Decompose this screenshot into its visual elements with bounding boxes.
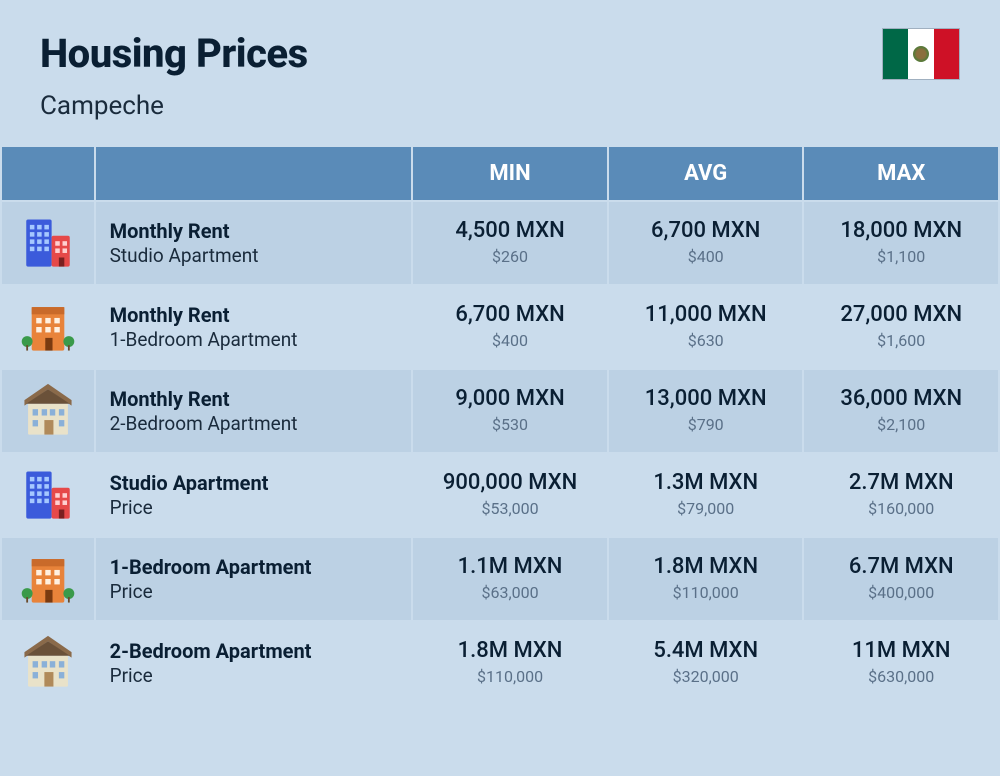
- row-label: 2-Bedroom ApartmentPrice: [96, 622, 412, 704]
- value-main: 13,000 MXN: [617, 386, 795, 412]
- value-sub: $2,100: [812, 415, 990, 436]
- value-main: 18,000 MXN: [812, 218, 990, 244]
- cell-min: 4,500 MXN $260: [413, 202, 607, 284]
- cell-avg: 6,700 MXN $400: [609, 202, 803, 284]
- row-label: Monthly Rent2-Bedroom Apartment: [96, 370, 412, 452]
- value-sub: $260: [421, 247, 599, 268]
- value-main: 27,000 MXN: [812, 302, 990, 328]
- cell-max: 11M MXN $630,000: [804, 622, 998, 704]
- value-sub: $1,600: [812, 331, 990, 352]
- row-label: 1-Bedroom ApartmentPrice: [96, 538, 412, 620]
- value-sub: $790: [617, 415, 795, 436]
- table-row: Monthly Rent1-Bedroom Apartment6,700 MXN…: [2, 286, 998, 368]
- row-label: Monthly Rent1-Bedroom Apartment: [96, 286, 412, 368]
- value-sub: $110,000: [421, 667, 599, 688]
- value-sub: $630,000: [812, 667, 990, 688]
- col-max-header: MAX: [804, 147, 998, 200]
- table-row: Studio ApartmentPrice 900,000 MXN $53,000 1…: [2, 454, 998, 536]
- row-label: Monthly RentStudio Apartment: [96, 202, 412, 284]
- value-main: 4,500 MXN: [421, 218, 599, 244]
- row-label: Studio ApartmentPrice: [96, 454, 412, 536]
- house-icon: [2, 622, 94, 704]
- value-sub: $530: [421, 415, 599, 436]
- value-sub: $79,000: [617, 499, 795, 520]
- col-icon-header: [2, 147, 94, 200]
- value-sub: $630: [617, 331, 795, 352]
- row-title: Monthly Rent: [110, 219, 404, 244]
- cell-max: 6.7M MXN $400,000: [804, 538, 998, 620]
- cell-avg: 13,000 MXN $790: [609, 370, 803, 452]
- value-main: 9,000 MXN: [421, 386, 599, 412]
- cell-min: 9,000 MXN $530: [413, 370, 607, 452]
- row-title: Studio Apartment: [110, 471, 404, 496]
- cell-min: 1.1M MXN $63,000: [413, 538, 607, 620]
- col-min-header: MIN: [413, 147, 607, 200]
- value-main: 1.8M MXN: [617, 554, 795, 580]
- value-sub: $160,000: [812, 499, 990, 520]
- value-main: 6,700 MXN: [421, 302, 599, 328]
- value-main: 36,000 MXN: [812, 386, 990, 412]
- value-main: 5.4M MXN: [617, 638, 795, 664]
- col-label-header: [96, 147, 412, 200]
- row-subtitle: Price: [110, 664, 404, 688]
- value-main: 1.8M MXN: [421, 638, 599, 664]
- value-sub: $400: [421, 331, 599, 352]
- cell-avg: 1.8M MXN $110,000: [609, 538, 803, 620]
- cell-avg: 11,000 MXN $630: [609, 286, 803, 368]
- value-sub: $1,100: [812, 247, 990, 268]
- value-main: 6.7M MXN: [812, 554, 990, 580]
- cell-max: 2.7M MXN $160,000: [804, 454, 998, 536]
- table-header-row: MIN AVG MAX: [2, 147, 998, 200]
- tall-building-icon: [2, 202, 94, 284]
- orange-building-icon: [2, 286, 94, 368]
- value-main: 2.7M MXN: [812, 470, 990, 496]
- price-table: MIN AVG MAX Monthly RentStudio Apartment…: [0, 145, 1000, 706]
- cell-max: 27,000 MXN $1,600: [804, 286, 998, 368]
- row-title: 1-Bedroom Apartment: [110, 555, 404, 580]
- header: Housing Prices Campeche: [0, 0, 1000, 145]
- value-main: 1.3M MXN: [617, 470, 795, 496]
- table-row: Monthly Rent2-Bedroom Apartment9,000 MXN…: [2, 370, 998, 452]
- cell-max: 36,000 MXN $2,100: [804, 370, 998, 452]
- orange-building-icon: [2, 538, 94, 620]
- house-icon: [2, 370, 94, 452]
- col-avg-header: AVG: [609, 147, 803, 200]
- table-row: 2-Bedroom ApartmentPrice 1.8M MXN $110,000…: [2, 622, 998, 704]
- cell-avg: 1.3M MXN $79,000: [609, 454, 803, 536]
- cell-min: 900,000 MXN $53,000: [413, 454, 607, 536]
- row-title: Monthly Rent: [110, 387, 404, 412]
- value-sub: $110,000: [617, 583, 795, 604]
- value-sub: $63,000: [421, 583, 599, 604]
- row-subtitle: Studio Apartment: [110, 244, 404, 268]
- row-subtitle: 2-Bedroom Apartment: [110, 412, 404, 436]
- table-row: Monthly RentStudio Apartment 4,500 MXN $26…: [2, 202, 998, 284]
- cell-min: 1.8M MXN $110,000: [413, 622, 607, 704]
- value-main: 1.1M MXN: [421, 554, 599, 580]
- value-main: 11,000 MXN: [617, 302, 795, 328]
- mexico-flag-icon: [882, 28, 960, 80]
- cell-max: 18,000 MXN $1,100: [804, 202, 998, 284]
- row-subtitle: Price: [110, 496, 404, 520]
- row-subtitle: 1-Bedroom Apartment: [110, 328, 404, 352]
- value-sub: $320,000: [617, 667, 795, 688]
- value-main: 11M MXN: [812, 638, 990, 664]
- page-subtitle: Campeche: [40, 91, 960, 121]
- page-title: Housing Prices: [40, 30, 960, 77]
- row-title: 2-Bedroom Apartment: [110, 639, 404, 664]
- value-main: 900,000 MXN: [421, 470, 599, 496]
- row-subtitle: Price: [110, 580, 404, 604]
- cell-min: 6,700 MXN $400: [413, 286, 607, 368]
- value-main: 6,700 MXN: [617, 218, 795, 244]
- table-row: 1-Bedroom ApartmentPrice1.1M MXN$63,0001…: [2, 538, 998, 620]
- tall-building-icon: [2, 454, 94, 536]
- row-title: Monthly Rent: [110, 303, 404, 328]
- cell-avg: 5.4M MXN $320,000: [609, 622, 803, 704]
- value-sub: $53,000: [421, 499, 599, 520]
- value-sub: $400,000: [812, 583, 990, 604]
- value-sub: $400: [617, 247, 795, 268]
